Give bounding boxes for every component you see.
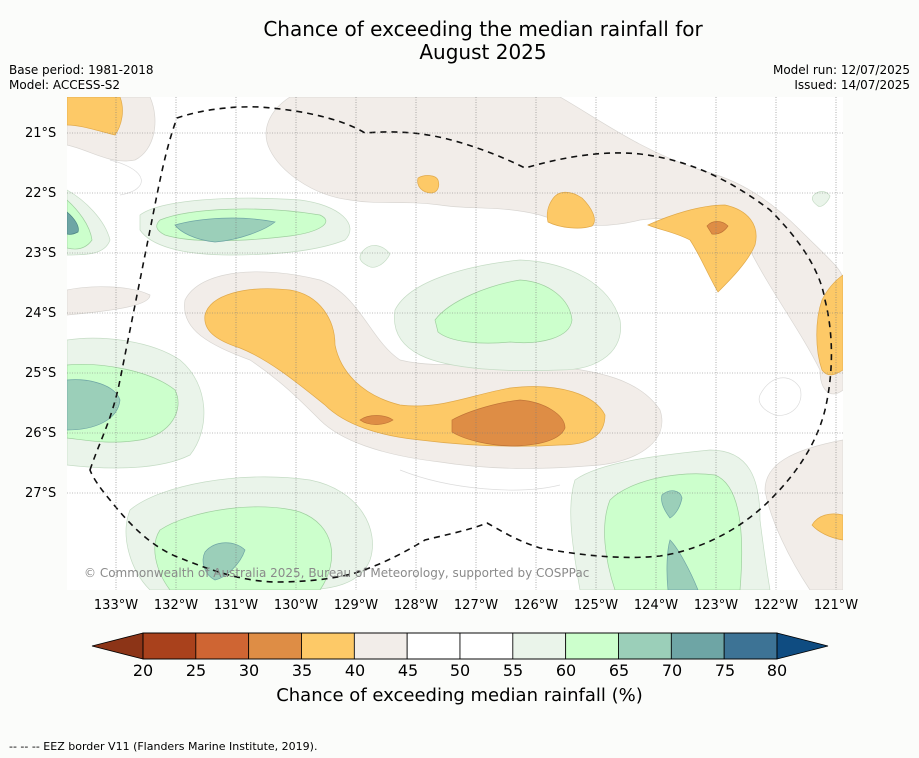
colorbar-tick-label: 20 xyxy=(132,661,154,680)
meta-left: Base period: 1981-2018 Model: ACCESS-S2 xyxy=(9,63,154,93)
copyright-text: © Commonwealth of Australia 2025, Bureau… xyxy=(84,566,590,580)
contour-55-small-east xyxy=(812,191,831,207)
meta-right: Model run: 12/07/2025 Issued: 14/07/2025 xyxy=(773,63,910,93)
issued-text: Issued: 14/07/2025 xyxy=(794,78,910,92)
model-run-text: Model run: 12/07/2025 xyxy=(772,63,910,77)
colorbar-cell xyxy=(406,632,461,660)
base-period-text: Base period: 1981-2018 xyxy=(9,63,154,77)
colorbar-tick-label: 55 xyxy=(502,661,524,680)
lon-label: 123°W xyxy=(693,598,739,613)
lat-label: 24°S xyxy=(25,306,57,321)
contour-65-southeast-a xyxy=(661,490,683,519)
colorbar-label: Chance of exceeding median rainfall (%) xyxy=(276,685,643,706)
colorbar-tick-label: 75 xyxy=(714,661,736,680)
lat-label: 23°S xyxy=(25,246,57,261)
colorbar-cell xyxy=(248,632,302,660)
colorbar-cell xyxy=(670,632,725,660)
lat-label: 22°S xyxy=(25,186,57,201)
colorbar-cell xyxy=(195,632,250,660)
contour-65-southeast-b xyxy=(666,539,699,590)
map-title-line2: August 2025 xyxy=(419,40,547,64)
lon-label: 125°W xyxy=(573,598,619,613)
contour-40-west-strip xyxy=(67,286,151,316)
contour-55-small-west xyxy=(359,245,391,268)
lon-gridlines xyxy=(115,97,837,590)
contour-35-small-north xyxy=(417,175,440,194)
colorbar-low-arrow xyxy=(91,632,144,660)
colorbar-cells xyxy=(142,632,778,660)
contour-65-west xyxy=(67,379,121,431)
contour-30-small-west xyxy=(359,415,394,425)
colorbar-tick-label: 70 xyxy=(661,661,683,680)
colorbar-cell xyxy=(353,632,408,660)
contour-70-nw-edge xyxy=(67,211,79,235)
colorbar-cell xyxy=(301,632,355,660)
lon-label: 126°W xyxy=(513,598,559,613)
lon-label: 132°W xyxy=(153,598,199,613)
eez-footnote: -- -- -- EEZ border V11 (Flanders Marine… xyxy=(9,740,318,753)
colorbar-cell xyxy=(618,632,672,660)
lon-label: 133°W xyxy=(93,598,139,613)
colorbar-cell xyxy=(512,632,567,660)
contour-35-southeast xyxy=(811,513,843,541)
colorbar-cell xyxy=(142,632,197,660)
lon-label: 129°W xyxy=(333,598,379,613)
colorbar-tick-label: 65 xyxy=(608,661,630,680)
contour-60-center xyxy=(434,279,573,344)
colorbar-tick-label: 50 xyxy=(449,661,471,680)
map-title-line1: Chance of exceeding the median rainfall … xyxy=(263,17,703,41)
colorbar-cell xyxy=(723,632,778,660)
contour-layer xyxy=(67,97,843,590)
lon-label: 124°W xyxy=(633,598,679,613)
model-text: Model: ACCESS-S2 xyxy=(9,78,121,92)
lon-label: 122°W xyxy=(753,598,799,613)
colorbar-tick-label: 40 xyxy=(344,661,366,680)
colorbar-tick-label: 80 xyxy=(766,661,788,680)
colorbar-tick-label: 25 xyxy=(185,661,207,680)
lat-gridlines xyxy=(67,132,843,494)
contour-60-southeast xyxy=(604,473,743,590)
eez-border xyxy=(89,106,833,583)
contour-45-rings xyxy=(109,159,802,491)
colorbar-cell xyxy=(565,632,619,660)
lon-label: 127°W xyxy=(453,598,499,613)
lat-label: 21°S xyxy=(25,126,57,141)
colorbar-high-arrow xyxy=(776,632,829,660)
lon-label: 121°W xyxy=(813,598,859,613)
map-title: Chance of exceeding the median rainfall … xyxy=(0,18,919,64)
contour-30-central xyxy=(451,399,566,447)
lon-label: 130°W xyxy=(273,598,319,613)
contour-30-northeast xyxy=(706,221,729,235)
colorbar-cell xyxy=(459,632,514,660)
colorbar-tick-label: 45 xyxy=(397,661,419,680)
contour-60-nw-edge xyxy=(67,199,93,250)
lon-label: 128°W xyxy=(393,598,439,613)
colorbar-tick-label: 35 xyxy=(291,661,313,680)
contour-40-se xyxy=(764,439,843,590)
contour-35-north-center xyxy=(546,191,595,229)
contour-65-north-west xyxy=(174,217,276,243)
lon-label: 131°W xyxy=(213,598,259,613)
lat-label: 27°S xyxy=(25,486,57,501)
colorbar-tick-label: 30 xyxy=(238,661,260,680)
colorbar-tick-label: 60 xyxy=(555,661,577,680)
contour-35-nw xyxy=(67,97,123,136)
contour-35-northeast xyxy=(647,204,757,293)
colorbar-frame xyxy=(142,632,778,660)
colorbar xyxy=(91,632,829,660)
lat-label: 25°S xyxy=(25,366,57,381)
lat-label: 26°S xyxy=(25,426,57,441)
